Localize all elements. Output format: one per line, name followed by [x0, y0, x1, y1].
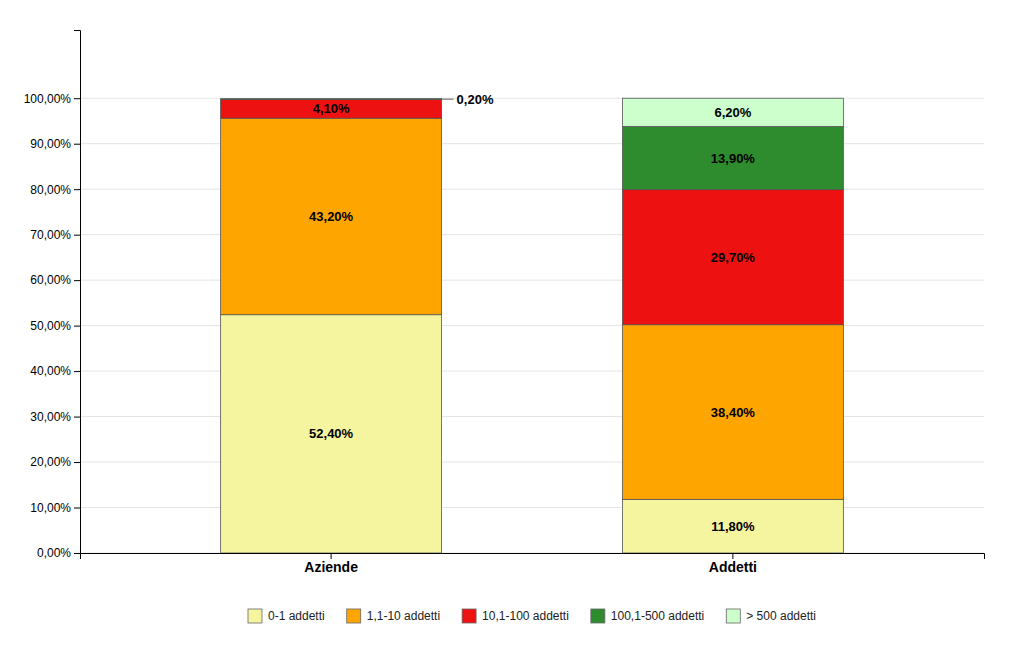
legend-item: 0-1 addetti: [248, 609, 325, 623]
legend-label: 10,1-100 addetti: [482, 609, 569, 623]
grid-line: [80, 143, 984, 144]
plot-area: 52,40% 11,80% 43,20% 38,40% 4,10% 29,70% 13,90…: [24, 31, 985, 575]
legend-swatch: [591, 609, 605, 623]
bars: [221, 98, 844, 553]
y-tick: 50,00%: [30, 319, 80, 333]
tick-mark: [74, 462, 80, 463]
grid-line: [80, 416, 984, 417]
y-tick: 0,00%: [37, 546, 80, 560]
bar-segment: [622, 325, 843, 500]
bar-segment: [622, 499, 843, 553]
tick-mark: [74, 553, 80, 554]
legend-label: 100,1-500 addetti: [611, 609, 704, 623]
legend-label: 1,1-10 addetti: [367, 609, 440, 623]
tick-mark: [74, 144, 80, 145]
grid-line: [80, 98, 984, 99]
grid-line: [80, 507, 984, 508]
data-label: 11,80%: [711, 519, 755, 534]
tick-label: 30,00%: [30, 410, 71, 424]
tick-label: 0,00%: [37, 546, 71, 560]
legend-item: > 500 addetti: [726, 609, 816, 623]
legend-swatch: [248, 609, 262, 623]
axis-line: [81, 554, 985, 560]
tick-label: Addetti: [709, 559, 757, 575]
data-label: 4,10%: [313, 101, 350, 116]
legend-item: 1,1-10 addetti: [347, 609, 440, 623]
y-tick: 20,00%: [30, 455, 80, 469]
grid: [80, 98, 984, 553]
tick-label: 10,00%: [30, 501, 71, 515]
legend-swatch: [462, 609, 476, 623]
data-labels: 52,40% 11,80% 43,20% 38,40% 4,10% 29,70% 13,90…: [309, 92, 755, 534]
tick-mark: [74, 189, 80, 190]
bar-segment: [221, 100, 442, 119]
bar-segment: [221, 118, 442, 314]
data-label: 43,20%: [309, 209, 354, 224]
y-tick: 60,00%: [30, 273, 80, 287]
bar-segment: [221, 315, 442, 553]
y-tick: 10,00%: [30, 501, 80, 515]
data-label: 0,20%: [457, 92, 494, 107]
x-tick: Addetti: [709, 553, 757, 575]
y-tick: 30,00%: [30, 410, 80, 424]
grid-line: [80, 371, 984, 372]
tick-mark: [74, 280, 80, 281]
data-label: 38,40%: [711, 405, 756, 420]
bar-segment: [221, 98, 442, 100]
tick-label: 40,00%: [30, 364, 71, 378]
y-tick: 40,00%: [30, 364, 80, 378]
tick-mark: [74, 371, 80, 372]
grid-line: [80, 234, 984, 235]
tick-mark: [74, 508, 80, 509]
data-label: 13,90%: [711, 151, 756, 166]
bar-segment: [622, 126, 843, 189]
grid-line: [80, 325, 984, 326]
tick-label: 80,00%: [30, 183, 71, 197]
tick-label: 60,00%: [30, 273, 71, 287]
legend-swatch: [347, 609, 361, 623]
y-tick: 70,00%: [30, 228, 80, 242]
data-label: 52,40%: [309, 426, 354, 441]
tick-label: 50,00%: [30, 319, 71, 333]
x-axis: Aziende Addetti: [81, 553, 985, 575]
legend-label: > 500 addetti: [746, 609, 816, 623]
label-leader: [442, 99, 454, 100]
tick-mark: [74, 326, 80, 327]
tick-label: 90,00%: [30, 137, 71, 151]
grid-line: [80, 462, 984, 463]
y-axis: 0,00% 10,00% 20,00% 30,00% 40,00% 50,00% 60,00…: [24, 31, 81, 561]
legend-item: 100,1-500 addetti: [591, 609, 704, 623]
legend-item: 10,1-100 addetti: [462, 609, 569, 623]
y-tick: 80,00%: [30, 183, 80, 197]
bar-segment: [622, 98, 843, 126]
legend-swatch: [726, 609, 740, 623]
tick-mark: [74, 417, 80, 418]
grid-line: [80, 189, 984, 190]
data-label: 6,20%: [714, 105, 751, 120]
tick-label: 20,00%: [30, 455, 71, 469]
tick-label: 100,00%: [24, 92, 72, 106]
bar-segment: [622, 190, 843, 325]
chart: 52,40% 11,80% 43,20% 38,40% 4,10% 29,70% 13,90…: [0, 0, 1024, 648]
legend: 0-1 addetti 1,1-10 addetti 10,1-100 addett…: [248, 609, 816, 623]
tick-mark: [74, 235, 80, 236]
tick-mark: [74, 98, 80, 99]
axis-line: [74, 31, 81, 554]
legend-label: 0-1 addetti: [268, 609, 325, 623]
grid-line: [80, 280, 984, 281]
tick-label: 70,00%: [30, 228, 71, 242]
y-tick: 100,00%: [24, 92, 80, 106]
y-tick: 90,00%: [30, 137, 80, 151]
tick-label: Aziende: [304, 559, 358, 575]
x-tick: Aziende: [304, 553, 358, 575]
data-label: 29,70%: [711, 250, 756, 265]
